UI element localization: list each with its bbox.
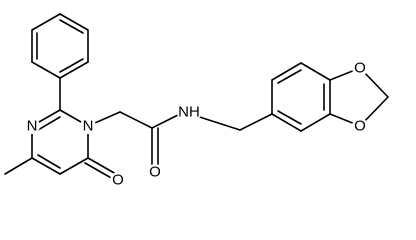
atom-label: N — [83, 118, 94, 135]
molecule-diagram: N N O O NH O O — [4, 13, 389, 189]
atom-label: O — [149, 164, 161, 181]
atom-label: O — [354, 118, 366, 135]
atom-label: O — [354, 60, 366, 77]
atom-label: N — [27, 118, 38, 135]
atom-labels: N N O O NH O O — [24, 60, 368, 189]
atom-label: O — [112, 172, 124, 189]
bonds — [4, 13, 389, 180]
atom-label: NH — [178, 104, 200, 121]
